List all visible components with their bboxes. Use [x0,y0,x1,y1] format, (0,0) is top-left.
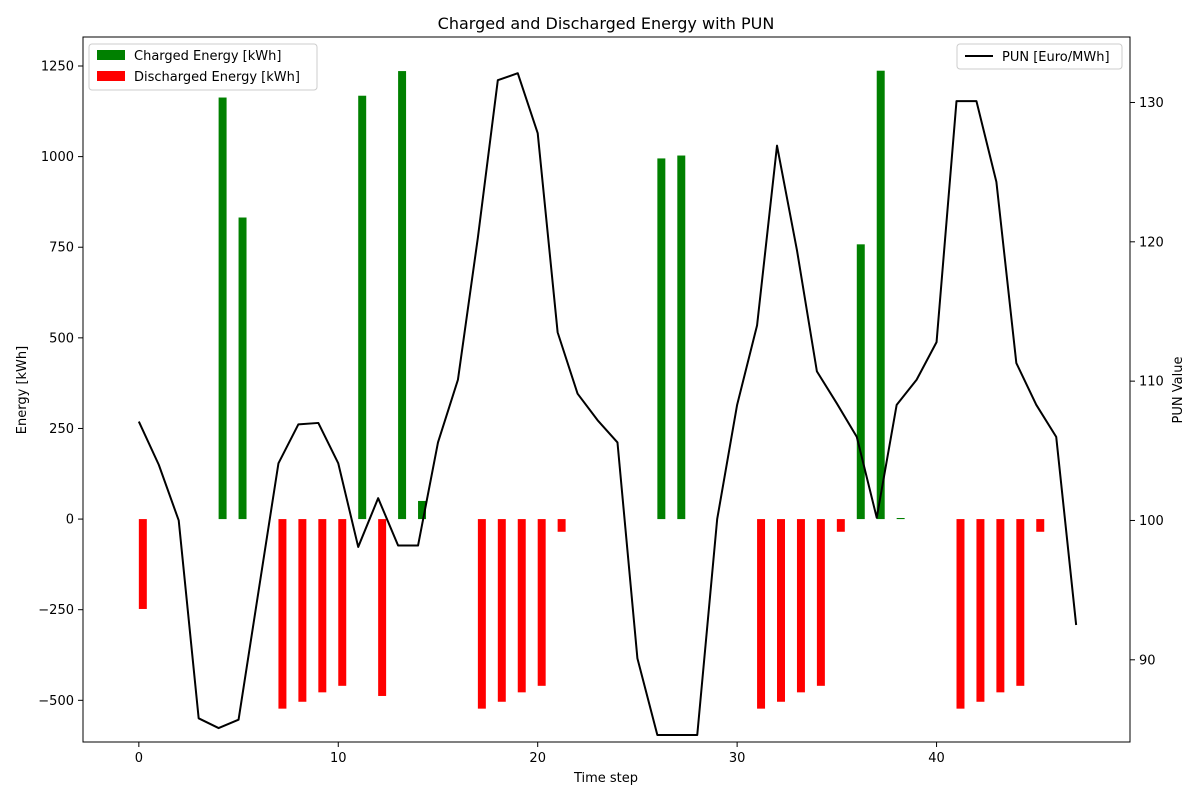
discharged-bar-44 [1016,519,1025,686]
legend-right-box [956,43,1123,70]
y-axis-right-label: PUN Value [1171,357,1186,424]
x-tick-label-20: 20 [529,751,546,766]
discharged-bar-41 [956,519,965,709]
discharged-bar-20 [537,519,546,686]
y-right-tick-label-110: 110 [1139,375,1164,390]
legend-left: Charged Energy [kWh] Discharged Energy [… [88,43,318,91]
y-tick-label-250: 250 [49,422,74,437]
charged-bar-14 [418,500,427,520]
discharged-bar-43 [996,519,1005,693]
charged-bar-26 [657,158,666,520]
legend-swatch-charged [97,50,125,60]
discharged-bar-10 [338,519,347,686]
charged-bar-13 [398,71,407,520]
discharged-bar-9 [318,519,327,693]
discharged-bar-34 [816,519,825,686]
charged-bar-38 [896,517,905,520]
discharged-bar-12 [378,519,387,696]
pun-line [137,72,1078,737]
chart-title: Charged and Discharged Energy with PUN [438,14,775,33]
y-axis-label: Energy [kWh] [15,346,30,434]
discharged-bar-31 [757,519,766,709]
plot-area [137,70,1078,737]
discharged-bar-35 [836,519,845,532]
y-tick-label-1250: 1250 [41,59,74,74]
discharged-bar-33 [796,519,805,693]
legend-left-box [88,43,318,91]
y-tick-label-500: 500 [49,331,74,346]
charged-bar-11 [358,95,367,520]
discharged-bar-0 [138,519,147,609]
legend-label-discharged: Discharged Energy [kWh] [134,70,300,85]
y-right-tick-label-120: 120 [1139,235,1164,250]
y-right-tick-label-100: 100 [1139,514,1164,529]
discharged-bar-21 [557,519,566,532]
legend-right: PUN [Euro/MWh] [956,43,1123,70]
charged-bar-36 [856,244,865,520]
discharged-bar-45 [1036,519,1045,532]
y-right-tick-label-90: 90 [1139,653,1156,668]
y-tick-label-0: 0 [66,513,74,528]
y-tick-label-750: 750 [49,241,74,256]
x-tick-label-10: 10 [330,751,347,766]
legend-label-charged: Charged Energy [kWh] [134,49,281,64]
x-axis-label: Time step [573,771,638,786]
discharged-bar-8 [298,519,307,702]
y-tick-label--250: −250 [38,603,74,618]
discharged-bar-19 [517,519,526,693]
y-right-tick-label-130: 130 [1139,96,1164,111]
charged-bar-27 [677,155,686,520]
axes: 0 10 20 30 40 −500 −250 0 250 500 750 1000 1250 90 100… [38,36,1164,766]
y-tick-label-1000: 1000 [41,150,74,165]
discharged-bar-7 [278,519,287,709]
discharged-bar-17 [477,519,486,709]
legend-label-pun: PUN [Euro/MWh] [1002,50,1110,65]
x-tick-label-30: 30 [729,751,746,766]
discharged-bar-42 [976,519,985,702]
charged-bar-5 [238,217,247,520]
x-tick-label-40: 40 [928,751,945,766]
discharged-bar-32 [777,519,785,702]
y-tick-label--500: −500 [38,694,74,709]
axes-frame [82,36,1131,743]
x-tick-label-0: 0 [135,751,143,766]
legend-swatch-discharged [97,71,125,81]
charged-bar-4 [218,97,227,520]
charged-bar-37 [876,70,885,520]
discharged-bar-18 [497,519,506,702]
